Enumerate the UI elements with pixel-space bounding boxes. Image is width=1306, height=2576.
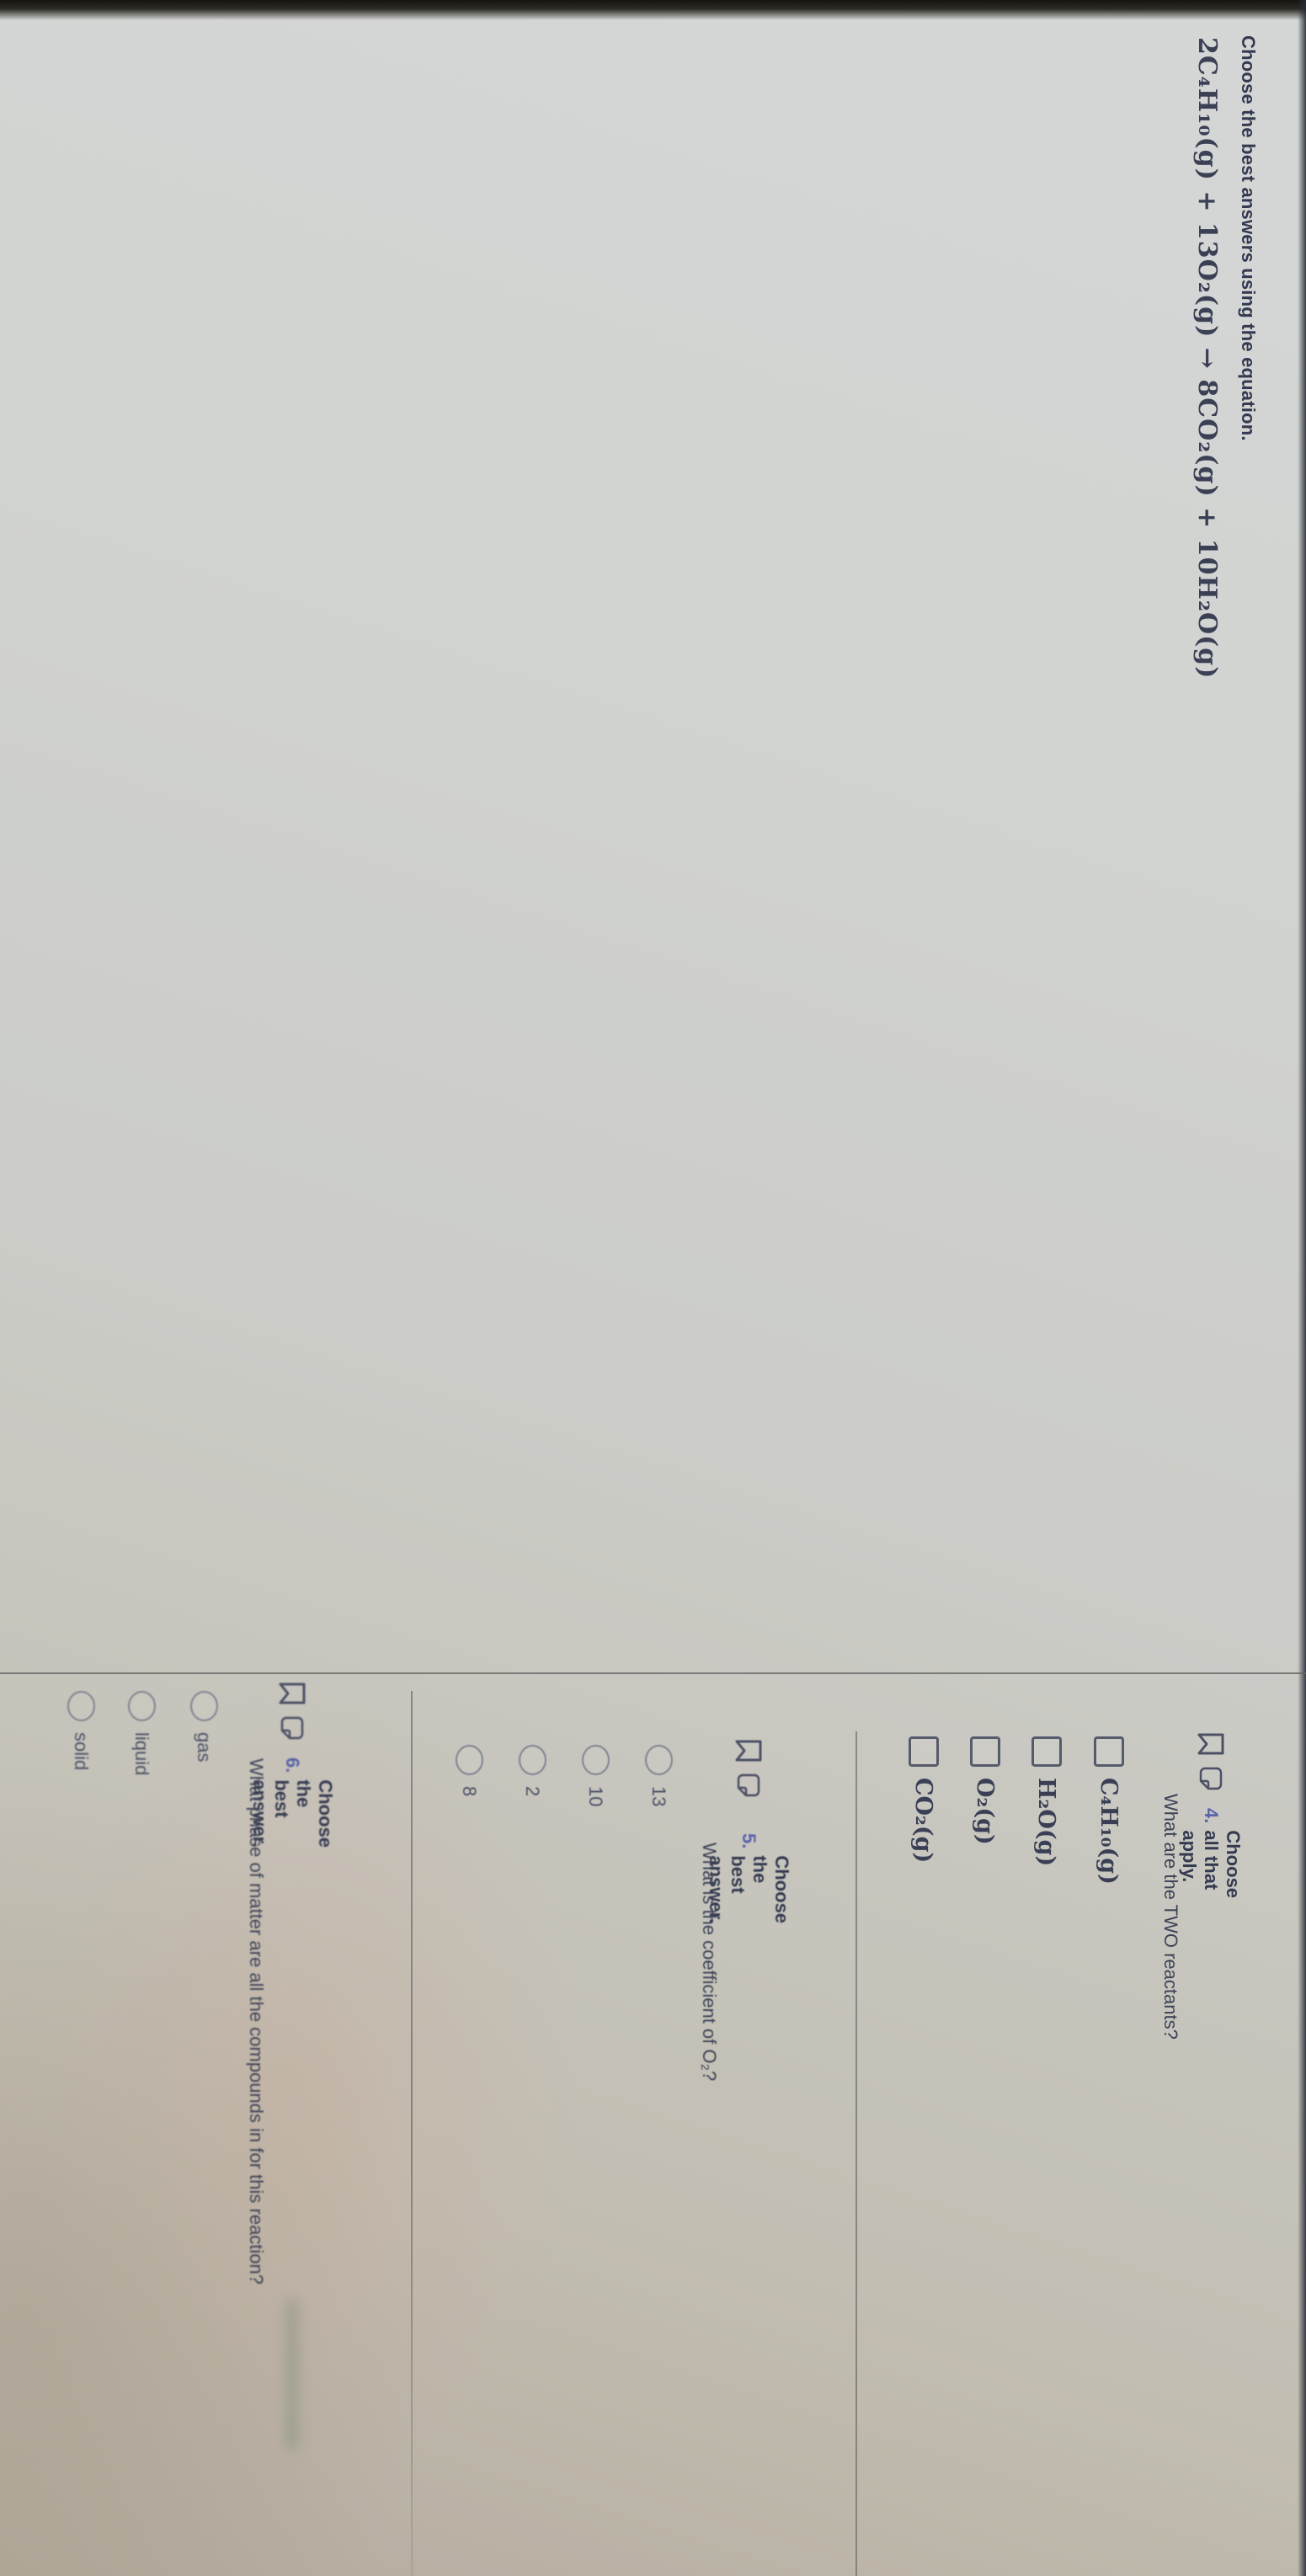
option-label[interactable]: 10 [585, 1786, 607, 1807]
option-label[interactable]: solid [71, 1732, 93, 1771]
option-label[interactable]: CO₂(g) [910, 1778, 937, 1864]
answer-option[interactable]: 8 [456, 1745, 483, 1796]
radio-button[interactable] [456, 1745, 483, 1775]
question-4-header: 4. Choose all that apply. [1178, 1731, 1244, 1898]
note-icon[interactable] [736, 1773, 761, 1798]
radio-button[interactable] [519, 1745, 546, 1775]
question-6-header: 6. Choose the best answer. [248, 1681, 336, 1848]
answer-option[interactable]: solid [67, 1691, 95, 1770]
equation-panel: Choose the best answers using the equati… [1192, 35, 1259, 680]
option-label[interactable]: C₄H₁₀(g) [1095, 1778, 1122, 1885]
question-divider [411, 1691, 413, 2576]
answer-option[interactable]: 2 [519, 1745, 546, 1796]
option-label[interactable]: 13 [648, 1786, 670, 1807]
bookmark-icon[interactable] [734, 1738, 763, 1763]
answer-option[interactable]: 10 [582, 1745, 610, 1806]
answer-option[interactable]: O₂(g) [970, 1736, 1000, 1845]
answer-option[interactable]: CO₂(g) [909, 1736, 939, 1863]
question-5-header: 5. Choose the best answer. [705, 1738, 792, 1923]
answer-option[interactable]: 13 [645, 1745, 673, 1806]
question-prompt: What is the coefficient of O₂? [699, 1843, 720, 2082]
question-number: 4. [1201, 1808, 1222, 1824]
panel-divider [0, 1672, 1306, 1674]
answer-option[interactable]: liquid [128, 1691, 156, 1775]
option-label[interactable]: O₂(g) [972, 1778, 999, 1845]
answer-option[interactable]: gas [190, 1691, 218, 1762]
option-label[interactable]: 2 [522, 1786, 544, 1797]
checkbox[interactable] [970, 1736, 1000, 1767]
question-number: 5. [738, 1833, 760, 1849]
note-icon[interactable] [1198, 1766, 1223, 1791]
option-label[interactable]: H₂O(g) [1033, 1778, 1060, 1867]
question-number: 6. [282, 1757, 303, 1773]
chemical-equation: 2C₄H₁₀(g) + 13O₂(g) → 8CO₂(g) + 10H₂O(g) [1192, 37, 1222, 680]
option-label[interactable]: liquid [131, 1732, 153, 1776]
blur-artifact [285, 2299, 299, 2451]
option-label[interactable]: 8 [459, 1786, 481, 1797]
option-label[interactable]: gas [194, 1732, 216, 1763]
question-prompt: What phase of matter are all the compoun… [246, 1758, 267, 2285]
radio-button[interactable] [190, 1691, 218, 1721]
radio-button[interactable] [67, 1691, 95, 1721]
question-instruction: Choose all that apply. [1179, 1830, 1244, 1899]
question-divider [856, 1731, 857, 2576]
note-icon[interactable] [280, 1715, 305, 1741]
checkbox[interactable] [1094, 1736, 1124, 1767]
checkbox[interactable] [909, 1736, 939, 1767]
radio-button[interactable] [582, 1745, 610, 1775]
answer-option[interactable]: H₂O(g) [1031, 1736, 1062, 1866]
radio-button[interactable] [645, 1745, 673, 1775]
radio-button[interactable] [128, 1691, 156, 1721]
bookmark-icon[interactable] [1197, 1731, 1225, 1757]
instruction-text: Choose the best answers using the equati… [1238, 35, 1259, 441]
checkbox[interactable] [1031, 1736, 1062, 1767]
bookmark-icon[interactable] [278, 1681, 307, 1706]
question-prompt: What are the TWO reactants? [1160, 1794, 1181, 2040]
answer-option[interactable]: C₄H₁₀(g) [1094, 1736, 1124, 1885]
